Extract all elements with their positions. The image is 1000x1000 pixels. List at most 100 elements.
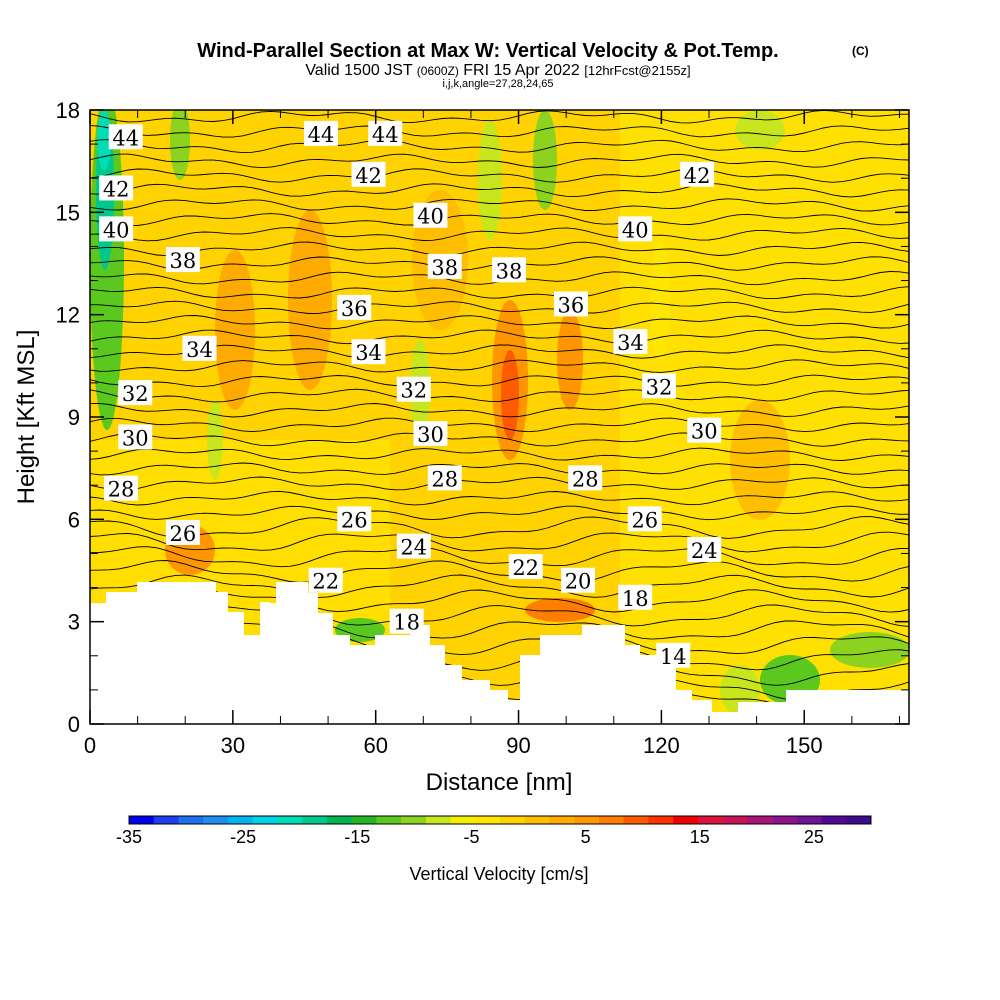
shade-upward-20nm — [525, 598, 595, 622]
contour-label-box — [308, 567, 343, 593]
isentrope-line — [90, 329, 909, 345]
contour-label-text: 42 — [684, 164, 711, 188]
subtitle-utc: (0600Z) — [417, 64, 459, 78]
contour-label-box — [103, 475, 138, 501]
colorbar-swatch — [623, 816, 649, 824]
contour-label: 30 — [687, 417, 722, 444]
colorbar-swatch — [574, 816, 600, 824]
contour-label-box — [508, 554, 543, 580]
contour-label: 44 — [368, 120, 403, 147]
contour-label-box — [108, 124, 143, 150]
contour-label-text: 34 — [186, 338, 213, 362]
y-tick-label: 18 — [56, 98, 80, 123]
colorbar-swatch — [598, 816, 624, 824]
isentrope-line — [90, 574, 909, 598]
colorbar-swatch — [302, 816, 328, 824]
contour-label-box — [492, 257, 527, 283]
colorbar-tick-label: -35 — [116, 827, 142, 847]
contour-label-box — [396, 376, 431, 402]
contour-label-text: 38 — [496, 259, 523, 283]
x-tick-label: 60 — [363, 733, 387, 758]
contour-label-box — [396, 533, 431, 559]
contour-label: 28 — [103, 475, 138, 502]
colorbar-swatch — [673, 816, 699, 824]
colorbar-swatch — [376, 816, 402, 824]
isentrope-line — [90, 462, 909, 476]
contour-label-box — [118, 380, 153, 406]
shade-downward-85nm — [478, 120, 502, 240]
contour-label-box — [561, 567, 596, 593]
contour-label: 44 — [303, 120, 338, 147]
contour-label-box — [618, 584, 653, 610]
contour-label: 26 — [165, 519, 200, 546]
shade-upward-32 — [215, 250, 255, 410]
contour-label: 24 — [687, 537, 722, 563]
isentrope-line — [90, 125, 909, 138]
isentrope-line — [90, 447, 909, 461]
contour-label-box — [568, 465, 603, 491]
colorbar-swatch — [821, 816, 847, 824]
shade-downward-130nm — [735, 110, 785, 150]
contour-label-text: 26 — [341, 508, 368, 532]
contour-label-box — [368, 120, 403, 146]
x-tick-label: 90 — [506, 733, 530, 758]
contour-label-box — [613, 328, 648, 354]
contour-label-text: 44 — [308, 123, 335, 147]
colorbar-swatch — [129, 816, 155, 824]
contour-label: 14 — [656, 642, 691, 669]
contour-label-text: 36 — [341, 297, 368, 321]
isentrope-line — [90, 344, 909, 359]
colorbar-swatch — [524, 816, 550, 824]
contour-label-box — [337, 506, 372, 532]
contour-label-text: 28 — [572, 467, 599, 491]
contour-label-box — [351, 161, 386, 187]
contour-label-box — [553, 291, 588, 317]
contour-label-text: 28 — [431, 467, 458, 491]
colorbar-tick-label: -15 — [344, 827, 370, 847]
contour-label-text: 18 — [393, 611, 420, 635]
isentrope-line — [90, 374, 909, 387]
contour-label-box — [687, 417, 722, 443]
isentrope-line — [90, 546, 909, 568]
y-tick-label: 12 — [56, 303, 80, 328]
contour-label-text: 40 — [622, 218, 649, 242]
contour-label-text: 40 — [103, 218, 130, 242]
contour-label-text: 44 — [372, 123, 399, 147]
contour-label: 42 — [99, 175, 134, 201]
terrain-mask — [90, 582, 909, 724]
isentrope-line — [90, 198, 909, 212]
isentrope-line — [90, 476, 909, 491]
colorbar-tick-label: -5 — [463, 827, 479, 847]
contour-label-box — [303, 120, 338, 146]
contour-label-box — [427, 465, 462, 491]
isentrope-line — [90, 560, 909, 583]
contour-label: 38 — [492, 257, 527, 283]
shade-upward-45 — [288, 210, 332, 390]
contour-label-box — [642, 373, 677, 399]
contour-label: 24 — [396, 533, 431, 560]
shade-upward-core-102 — [557, 310, 583, 410]
isentrope-line — [90, 531, 909, 553]
contour-label: 22 — [308, 567, 343, 594]
colorbar-swatch — [203, 816, 229, 824]
shade-downward-sfc-east — [830, 632, 909, 668]
colorbar-swatch — [500, 816, 526, 824]
isentrope-line — [90, 516, 909, 539]
contour-label: 20 — [561, 567, 596, 594]
isentrope-line — [90, 300, 909, 314]
contour-label-box — [680, 161, 715, 187]
colorbar-swatch — [722, 816, 748, 824]
contour-label-text: 30 — [691, 420, 718, 444]
y-tick-label: 15 — [56, 200, 80, 225]
contour-label: 18 — [618, 584, 653, 611]
colorbar-swatch — [252, 816, 278, 824]
isentrope-line — [90, 490, 909, 506]
colorbar-swatch — [326, 816, 352, 824]
contour-label-box — [118, 424, 153, 450]
isentrope-line — [90, 139, 909, 154]
contour-label: 32 — [396, 376, 431, 403]
shade-downward-118nm — [650, 240, 670, 360]
